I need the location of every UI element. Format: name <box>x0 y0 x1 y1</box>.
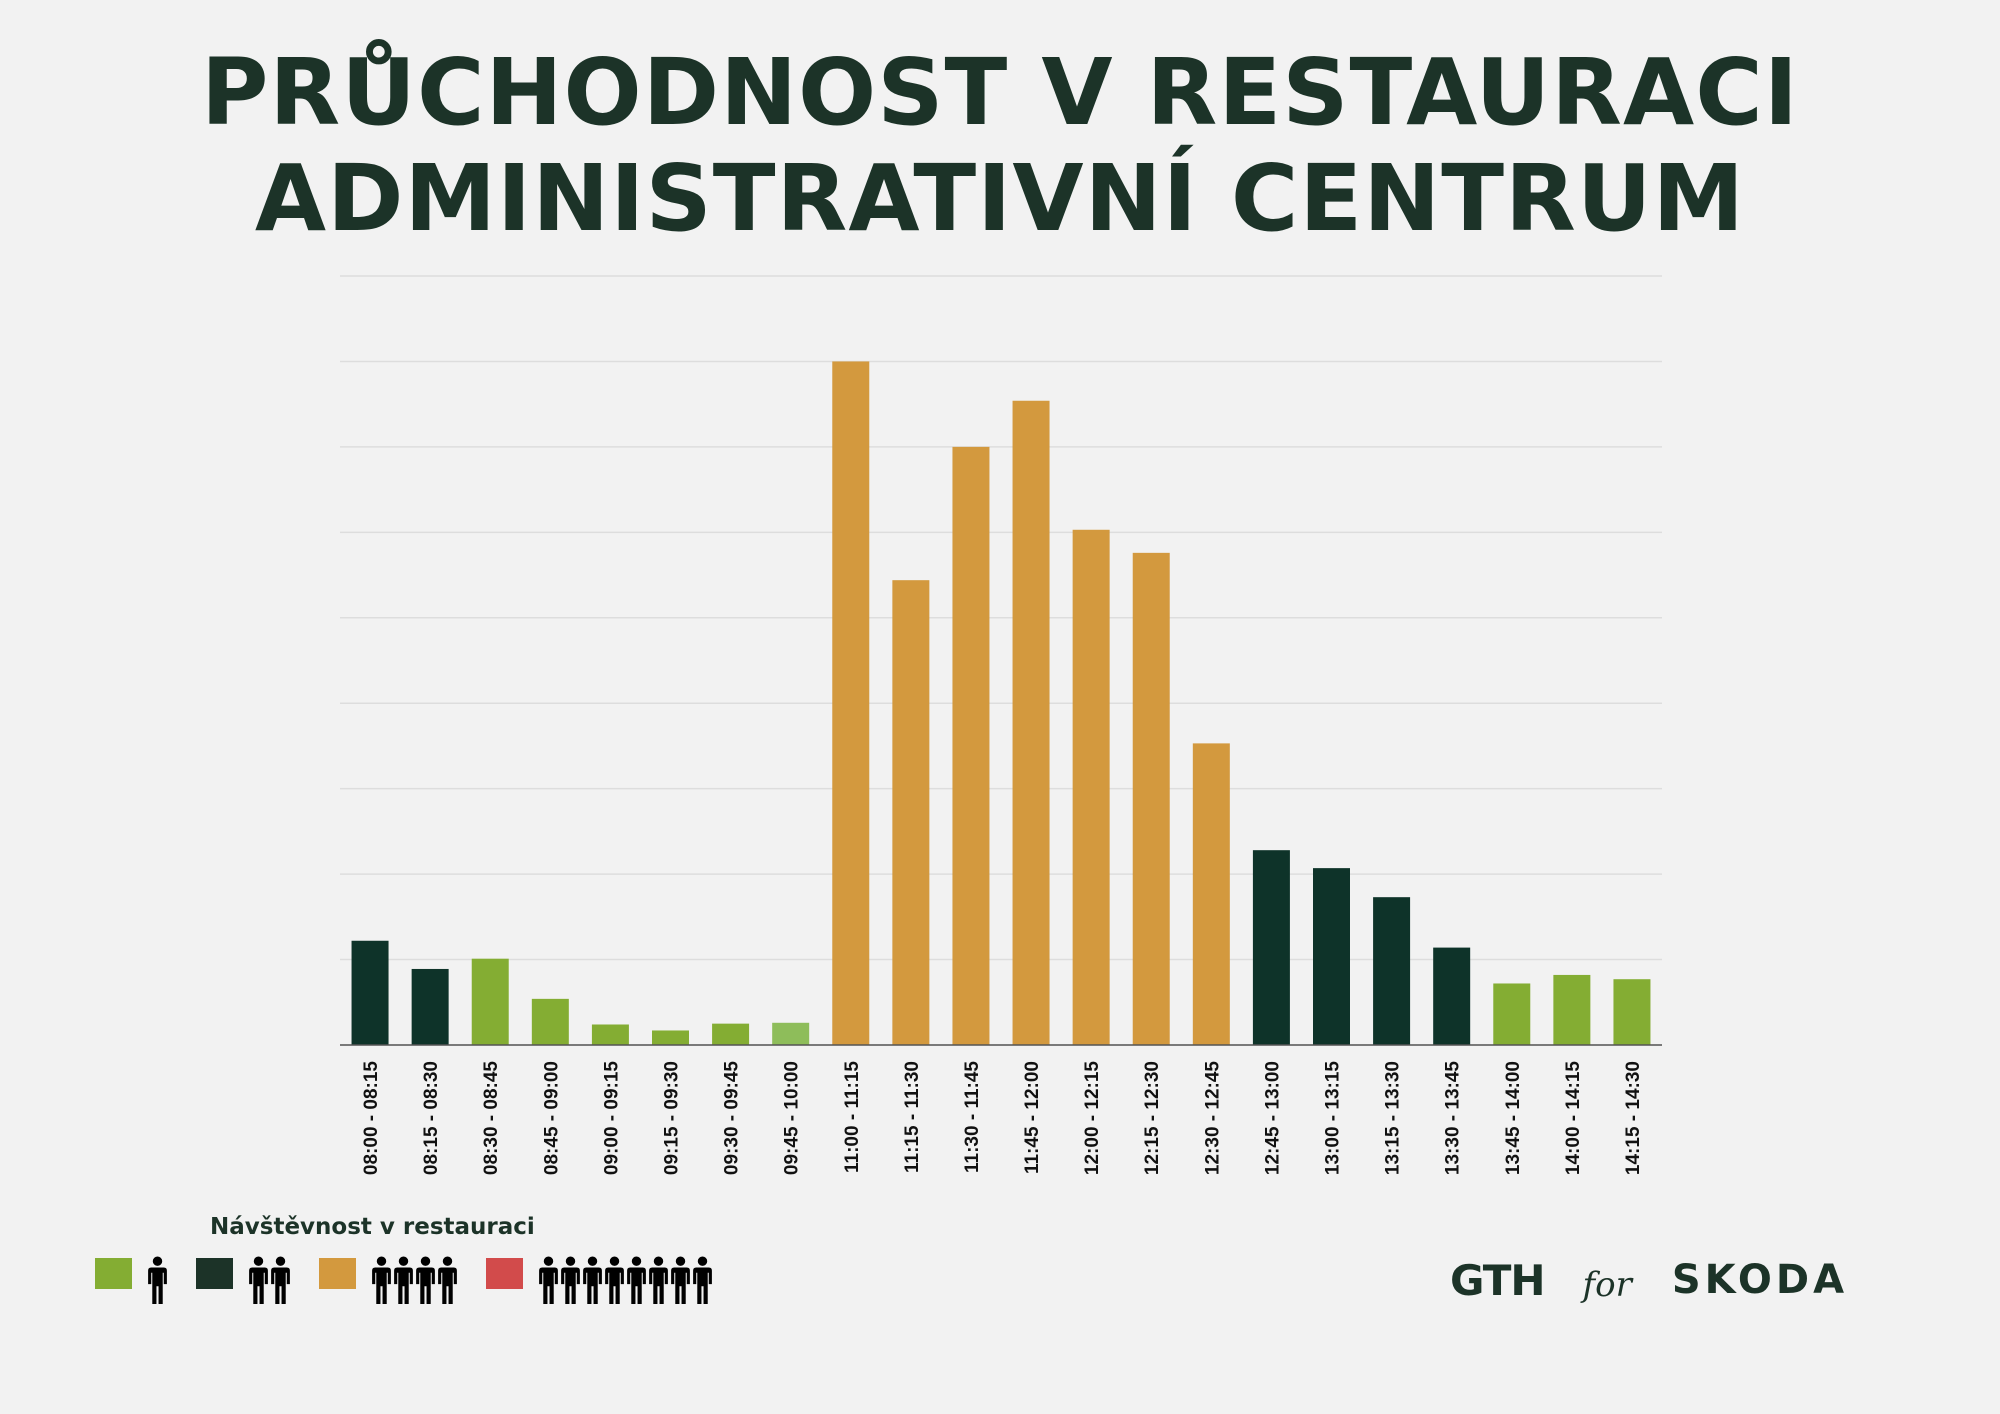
person-icon <box>671 1256 690 1304</box>
x-tick-label: 11:45 - 12:00 <box>1022 1061 1043 1174</box>
x-tick-label: 12:30 - 12:45 <box>1202 1061 1223 1176</box>
person-icon <box>539 1256 558 1304</box>
title-line-1: PRŮCHODNOST V RESTAURACI <box>201 39 1799 146</box>
bar <box>531 998 569 1045</box>
x-tick-label: 13:30 - 13:45 <box>1443 1061 1464 1176</box>
person-icon <box>583 1256 602 1304</box>
bar <box>712 1023 750 1045</box>
legend-people <box>248 1256 291 1304</box>
x-tick-label: 09:15 - 09:30 <box>662 1061 683 1175</box>
bar <box>471 958 509 1045</box>
x-tick-label: 09:45 - 10:00 <box>782 1061 803 1175</box>
person-icon <box>394 1256 413 1304</box>
person-icon <box>627 1256 646 1304</box>
x-tick-label: 12:15 - 12:30 <box>1142 1061 1163 1175</box>
x-tick-label: 13:45 - 14:00 <box>1503 1061 1524 1175</box>
bar <box>351 940 389 1045</box>
person-icon <box>605 1256 624 1304</box>
x-tick-label: 08:00 - 08:15 <box>361 1061 382 1176</box>
x-tick-label: 11:15 - 11:30 <box>902 1061 923 1173</box>
for-text: for <box>1582 1265 1632 1305</box>
person-icon <box>271 1256 290 1304</box>
legend-swatch <box>196 1258 233 1289</box>
x-tick-label: 11:00 - 11:15 <box>842 1061 863 1173</box>
legend-title: Návštěvnost v restauraci <box>210 1214 535 1240</box>
person-icon <box>148 1256 167 1304</box>
bar <box>1433 947 1471 1045</box>
x-tick-label: 08:15 - 08:30 <box>421 1061 442 1175</box>
bar <box>411 968 449 1045</box>
chart-title: PRŮCHODNOST V RESTAURACI ADMINISTRATIVNÍ… <box>0 40 2000 252</box>
x-tick-label: 14:00 - 14:15 <box>1563 1061 1584 1176</box>
person-icon <box>249 1256 268 1304</box>
bar <box>1313 868 1350 1045</box>
gth-logo: GTH <box>1450 1255 1546 1305</box>
x-tick-label: 08:30 - 08:45 <box>481 1061 502 1176</box>
legend-swatch <box>95 1258 132 1289</box>
bar <box>952 446 990 1045</box>
person-icon <box>649 1256 668 1304</box>
x-tick-labels: 08:00 - 08:15 08:15 - 08:30 08:30 - 08:45 0… <box>361 1061 1644 1176</box>
x-tick-label: 09:30 - 09:45 <box>722 1061 743 1176</box>
legend-people <box>371 1256 458 1304</box>
person-icon <box>693 1256 712 1304</box>
person-icon <box>372 1256 391 1304</box>
title-line-2: ADMINISTRATIVNÍ CENTRUM <box>254 145 1746 252</box>
skoda-logo: SKODA <box>1671 1257 1849 1303</box>
bar <box>1192 743 1230 1045</box>
legend-swatch <box>486 1258 523 1289</box>
x-tick-label: 11:30 - 11:45 <box>962 1061 983 1173</box>
bar <box>892 580 930 1045</box>
person-icon <box>561 1256 580 1304</box>
bar <box>772 1022 810 1045</box>
bar <box>1132 552 1170 1045</box>
bar <box>1493 983 1531 1045</box>
x-tick-label: 12:00 - 12:15 <box>1082 1061 1103 1176</box>
person-icon <box>438 1256 457 1304</box>
bar <box>1613 979 1651 1045</box>
brand-logo: GTH for SKODA <box>1450 1245 1890 1315</box>
bar <box>1373 897 1411 1045</box>
x-tick-label: 09:00 - 09:15 <box>601 1061 622 1176</box>
x-tick-label: 13:15 - 13:30 <box>1383 1061 1404 1175</box>
bar <box>1252 850 1290 1045</box>
bar <box>1012 400 1050 1045</box>
bar <box>1553 974 1591 1045</box>
legend-people <box>147 1256 168 1304</box>
bar <box>1072 529 1110 1045</box>
bar <box>591 1024 629 1045</box>
x-tick-label: 12:45 - 13:00 <box>1262 1061 1283 1175</box>
legend-people <box>538 1256 713 1304</box>
bars <box>351 361 1651 1045</box>
gridlines <box>340 275 1662 1046</box>
x-tick-label: 08:45 - 09:00 <box>541 1061 562 1175</box>
x-tick-label: 13:00 - 13:15 <box>1323 1061 1344 1176</box>
x-tick-label: 14:15 - 14:30 <box>1623 1061 1644 1175</box>
bar <box>832 361 870 1045</box>
person-icon <box>416 1256 435 1304</box>
bar <box>652 1030 689 1045</box>
legend-swatch <box>319 1258 356 1289</box>
